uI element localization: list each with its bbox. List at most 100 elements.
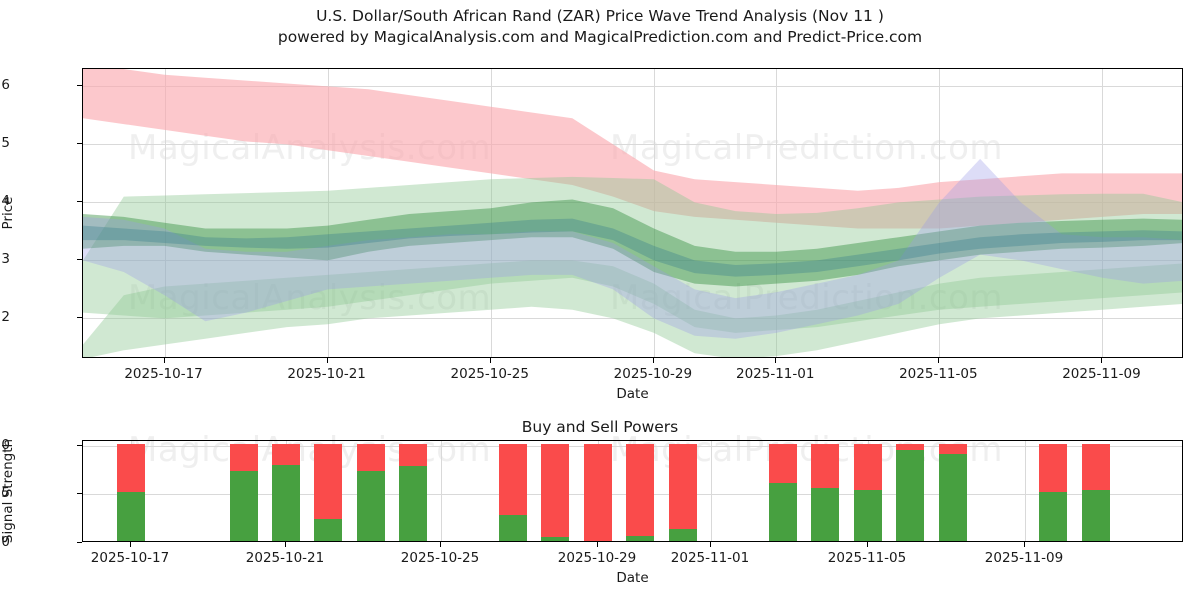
buy-power-segment xyxy=(896,449,924,541)
price-band-area xyxy=(83,218,1182,277)
sell-power-segment xyxy=(357,443,385,472)
gridline-vertical xyxy=(711,441,712,541)
gridline-vertical xyxy=(653,69,655,357)
price-band-area xyxy=(83,199,1182,287)
x-tick-mark xyxy=(326,358,328,363)
sell-power-segment xyxy=(1082,443,1110,490)
y-tick-label: 1.0 xyxy=(0,436,10,453)
signal-bar[interactable] xyxy=(584,443,612,541)
signal-bar[interactable] xyxy=(669,443,697,541)
price-band-area xyxy=(83,69,1182,229)
sell-power-segment xyxy=(541,443,569,538)
signal-bar[interactable] xyxy=(1039,443,1067,541)
y-tick-label: 17.3 xyxy=(0,251,10,268)
buy-power-segment xyxy=(314,518,342,541)
x-tick-label: 2025-10-21 xyxy=(245,550,325,566)
price-band-area xyxy=(83,260,1182,357)
price-x-axis-label: Date xyxy=(616,386,649,402)
price-chart-plot-area xyxy=(83,69,1182,357)
y-tick-label: 17.5 xyxy=(0,135,10,152)
x-tick-label: 2025-11-09 xyxy=(1062,366,1141,382)
signal-bar[interactable] xyxy=(811,443,839,541)
gridline-vertical xyxy=(327,69,329,357)
x-tick-label: 2025-10-21 xyxy=(287,366,366,382)
y-tick-mark xyxy=(77,85,82,87)
signal-y-axis-label: Signal Strength xyxy=(0,438,16,544)
buy-power-segment xyxy=(272,465,300,541)
x-tick-mark xyxy=(938,358,940,363)
x-tick-mark xyxy=(652,358,654,363)
signal-bar[interactable] xyxy=(499,443,527,541)
y-tick-mark xyxy=(77,259,82,261)
x-tick-mark xyxy=(130,542,131,547)
x-tick-mark xyxy=(163,358,165,363)
buy-power-segment xyxy=(939,453,967,541)
signal-bar[interactable] xyxy=(399,443,427,541)
x-tick-mark xyxy=(1024,542,1025,547)
gridline-vertical xyxy=(490,69,492,357)
buy-power-segment xyxy=(1039,492,1067,541)
x-tick-label: 2025-10-29 xyxy=(557,550,637,566)
signal-bar[interactable] xyxy=(1082,443,1110,541)
x-tick-label: 2025-11-09 xyxy=(984,550,1064,566)
sell-power-segment xyxy=(399,443,427,467)
x-tick-label: 2025-11-05 xyxy=(899,366,978,382)
x-tick-mark xyxy=(710,542,711,547)
gridline-horizontal xyxy=(83,260,1182,262)
buy-power-segment xyxy=(541,537,569,541)
signal-bar[interactable] xyxy=(939,443,967,541)
buy-power-segment xyxy=(117,492,145,541)
sell-power-segment xyxy=(584,443,612,541)
x-tick-label: 2025-10-17 xyxy=(90,550,170,566)
x-tick-mark xyxy=(285,542,286,547)
sell-power-segment xyxy=(117,443,145,493)
signal-bar[interactable] xyxy=(896,443,924,541)
signal-bar[interactable] xyxy=(854,443,882,541)
buy-power-segment xyxy=(230,471,258,541)
gridline-vertical xyxy=(164,69,166,357)
signal-chart-title: Buy and Sell Powers xyxy=(521,418,679,436)
buy-power-segment xyxy=(357,471,385,541)
sell-power-segment xyxy=(811,443,839,488)
x-tick-mark xyxy=(440,542,441,547)
x-tick-label: 2025-10-29 xyxy=(613,366,693,382)
signal-bar[interactable] xyxy=(541,443,569,541)
signal-bar[interactable] xyxy=(314,443,342,541)
buy-power-segment xyxy=(399,466,427,541)
signal-bar[interactable] xyxy=(626,443,654,541)
signal-chart-plot-area xyxy=(83,441,1182,541)
gridline-horizontal xyxy=(83,318,1182,320)
figure-title-line2: powered by MagicalAnalysis.com and Magic… xyxy=(277,28,923,46)
x-tick-mark xyxy=(775,358,777,363)
signal-x-axis-label: Date xyxy=(616,570,649,586)
price-wave-bands xyxy=(83,69,1182,357)
buy-power-segment xyxy=(1082,489,1110,541)
signal-bar[interactable] xyxy=(272,443,300,541)
signal-bar[interactable] xyxy=(117,443,145,541)
y-tick-label: 17.2 xyxy=(0,309,10,326)
signal-bar[interactable] xyxy=(230,443,258,541)
y-tick-label: 17.6 xyxy=(0,77,10,94)
price-band-area xyxy=(83,158,1182,339)
signal-bar[interactable] xyxy=(769,443,797,541)
sell-power-segment xyxy=(314,443,342,519)
buy-power-segment xyxy=(626,536,654,541)
sell-power-segment xyxy=(669,443,697,530)
x-tick-mark xyxy=(597,542,598,547)
buy-power-segment xyxy=(811,487,839,541)
price-y-axis-label: Price xyxy=(0,196,16,230)
figure-title: U.S. Dollar/South African Rand (ZAR) Pri… xyxy=(0,6,1200,48)
sell-power-segment xyxy=(939,443,967,454)
x-tick-label: 2025-10-25 xyxy=(450,366,529,382)
sell-power-segment xyxy=(896,443,924,450)
gridline-horizontal xyxy=(83,86,1182,88)
x-tick-label: 2025-11-05 xyxy=(827,550,907,566)
buy-power-segment xyxy=(854,489,882,541)
y-tick-mark xyxy=(77,493,82,495)
x-tick-mark xyxy=(867,542,868,547)
signal-chart-axes xyxy=(82,440,1183,542)
signal-bar[interactable] xyxy=(357,443,385,541)
figure-title-line1: U.S. Dollar/South African Rand (ZAR) Pri… xyxy=(316,7,884,25)
buy-power-segment xyxy=(499,514,527,541)
